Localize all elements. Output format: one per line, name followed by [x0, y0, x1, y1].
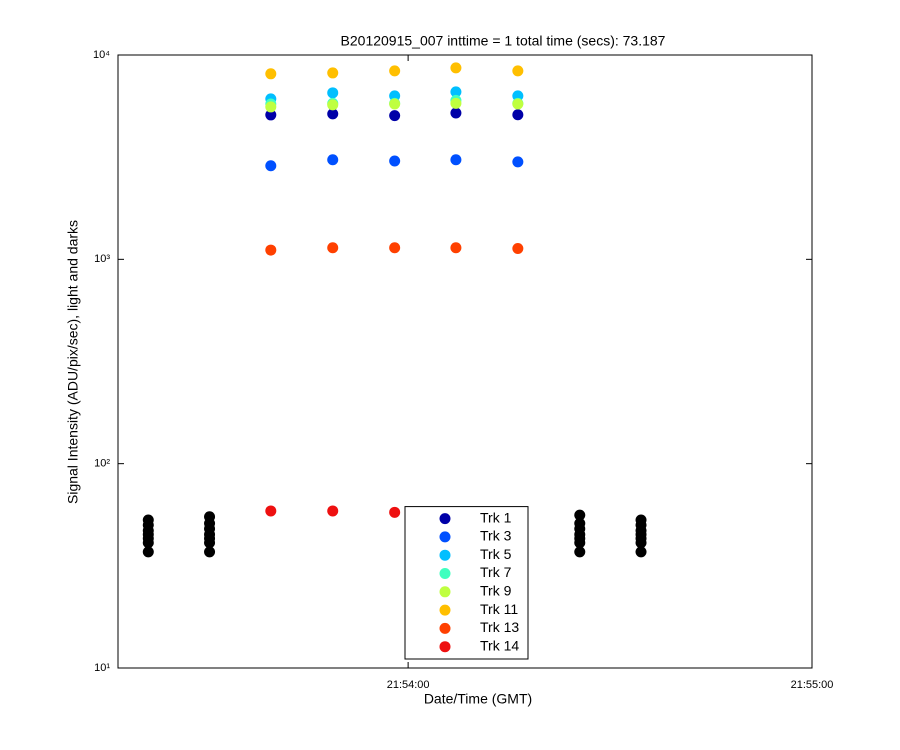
point [450, 242, 462, 254]
point [450, 62, 462, 74]
legend-marker [439, 641, 451, 653]
point [389, 155, 401, 167]
legend-label: Trk 3 [480, 528, 512, 544]
point [450, 86, 462, 98]
legend-label: Trk 13 [480, 619, 519, 635]
point [327, 242, 339, 254]
point [265, 101, 277, 113]
point [265, 505, 277, 517]
point [389, 506, 401, 518]
x-tick-label: 21:55:00 [791, 679, 834, 691]
y-tick-label: 10² [94, 458, 110, 470]
point [389, 242, 401, 254]
legend-label: Trk 7 [480, 564, 512, 580]
point [450, 97, 462, 109]
point [574, 517, 586, 529]
point [265, 109, 277, 121]
point [450, 154, 462, 166]
point [327, 505, 339, 517]
point [389, 98, 401, 110]
y-axis-label: Signal Intensity (ADU/pix/sec), light an… [65, 220, 81, 504]
point [327, 154, 339, 166]
point [327, 87, 339, 99]
legend-label: Trk 1 [480, 509, 512, 525]
legend-marker [439, 568, 451, 579]
legend-label: Trk 5 [480, 546, 512, 562]
legend-label: Trk 11 [480, 601, 518, 617]
legend [404, 506, 529, 660]
y-tick-label: 10³ [94, 253, 110, 265]
legend-marker [439, 622, 451, 634]
legend-label: Trk 9 [480, 583, 512, 599]
point [512, 242, 524, 254]
point [265, 244, 277, 256]
point [142, 546, 154, 558]
legend-marker [439, 513, 451, 525]
point [574, 546, 586, 558]
point [204, 546, 216, 558]
point [512, 109, 524, 121]
point [512, 156, 524, 168]
point [327, 108, 339, 120]
legend-marker [439, 586, 451, 598]
x-axis-label: Date/Time (GMT) [424, 691, 532, 707]
legend-label: Trk 14 [480, 637, 519, 653]
legend-marker [439, 549, 451, 561]
legend-marker [439, 531, 451, 543]
point [389, 110, 401, 122]
point [450, 107, 462, 119]
point [635, 546, 647, 558]
chart-title: B20120915_007 inttime = 1 total time (se… [341, 33, 666, 49]
point [389, 65, 401, 77]
point [635, 514, 647, 526]
legend-marker [439, 604, 451, 616]
point [327, 67, 339, 79]
y-tick-label: 10¹ [94, 662, 110, 674]
point [327, 99, 339, 111]
x-tick-label: 21:54:00 [387, 679, 430, 691]
point [265, 160, 277, 172]
point [512, 65, 524, 77]
point [204, 511, 216, 523]
point [574, 509, 586, 521]
point [512, 98, 524, 110]
point [142, 514, 154, 526]
point [265, 68, 277, 80]
y-tick-label: 10⁴ [93, 49, 110, 61]
